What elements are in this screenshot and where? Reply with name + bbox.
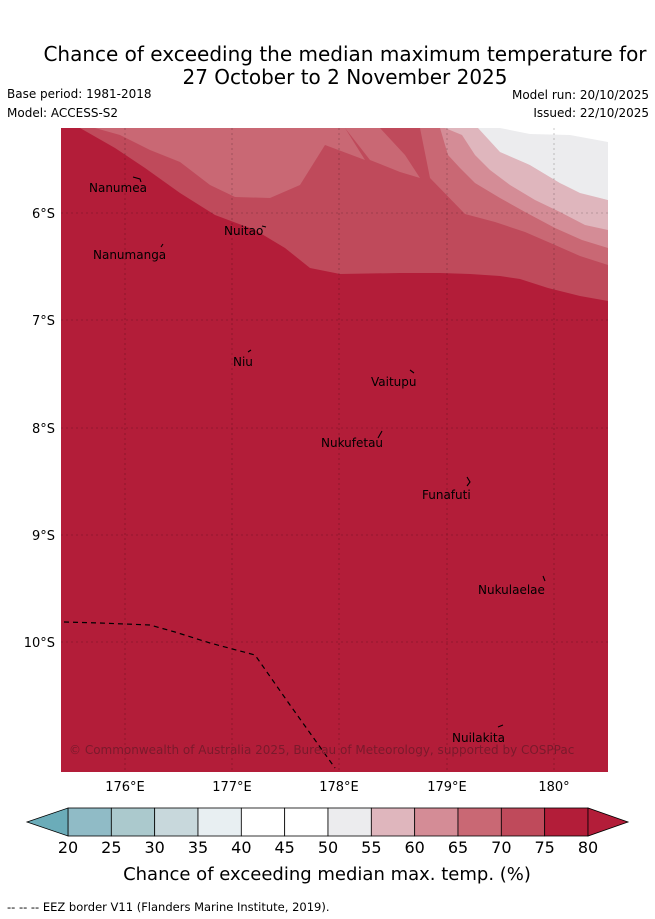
colorbar-tick-label: 75 [534, 838, 554, 857]
lon-label-178e: 178°E [319, 780, 359, 795]
lon-label-177e: 177°E [212, 780, 252, 795]
colorbar-segment [327, 807, 372, 837]
lon-label-179e: 179°E [427, 780, 467, 795]
title-line-2: 27 October to 2 November 2025 [182, 65, 508, 89]
lat-label-8s: 8°S [32, 422, 55, 437]
colorbar-tick-label: 60 [404, 838, 424, 857]
base-period-label: Base period: 1981-2018 [7, 87, 152, 101]
island-nukufetau-icon [377, 430, 383, 439]
place-nukufetau: Nukufetau [321, 436, 383, 450]
colorbar-tick-label: 55 [361, 838, 381, 857]
island-nuilakita-icon [497, 724, 504, 728]
colorbar-segment [240, 807, 286, 837]
place-niu: Niu [233, 355, 253, 369]
colorbar-segment [154, 807, 199, 837]
island-funafuti-icon [466, 476, 471, 487]
colorbar-tick-label: 70 [491, 838, 511, 857]
place-nukulaelae: Nukulaelae [478, 583, 545, 597]
contour-band-45-50 [495, 128, 608, 142]
model-label: Model: ACCESS-S2 [7, 106, 119, 120]
colorbar-segment [457, 807, 502, 837]
probability-contours [61, 128, 608, 772]
colorbar-segment [67, 807, 112, 837]
place-funafuti: Funafuti [422, 488, 471, 502]
place-vaitupu: Vaitupu [371, 375, 417, 389]
colorbar-segment [197, 807, 242, 837]
island-vaitupu-icon [409, 369, 415, 374]
lat-label-10s: 10°S [24, 636, 55, 651]
island-nanumanga-icon [160, 243, 164, 248]
place-nuilakita: Nuilakita [452, 731, 505, 745]
title-line-1: Chance of exceeding the median maximum t… [43, 42, 647, 66]
copyright-notice: © Commonwealth of Australia 2025, Bureau… [69, 743, 574, 757]
colorbar-tick-label: 45 [274, 838, 294, 857]
lat-label-9s: 9°S [32, 529, 55, 544]
colorbar-tick-label: 25 [101, 838, 121, 857]
colorbar-tick-label: 50 [318, 838, 338, 857]
issued-label: Issued: 22/10/2025 [533, 106, 649, 120]
colorbar-ticks: 20 25 30 35 40 45 50 55 60 65 70 75 80 [58, 838, 598, 857]
colorbar-tick-label: 35 [188, 838, 208, 857]
colorbar-extend-low [25, 807, 69, 837]
gridlines [61, 128, 608, 772]
colorbar-segment [414, 807, 459, 837]
colorbar-segment [544, 807, 589, 837]
colorbar-extend-high [587, 807, 630, 837]
island-nukulaelae-icon [542, 575, 546, 582]
lon-label-176e: 176°E [105, 780, 145, 795]
colorbar-label: Chance of exceeding median max. temp. (%… [123, 864, 531, 885]
place-nanumea: Nanumea [89, 181, 147, 195]
colorbar [25, 807, 630, 837]
model-run-label: Model run: 20/10/2025 [511, 88, 649, 102]
colorbar-segment [500, 807, 546, 837]
place-nanumanga: Nanumanga [93, 248, 166, 262]
island-niu-icon [247, 349, 252, 353]
colorbar-segment [110, 807, 156, 837]
place-nuitao: Nuitao [224, 224, 263, 238]
island-nanumea-icon [132, 176, 142, 183]
colorbar-segment [370, 807, 416, 837]
contour-band-50-55-extension [478, 128, 608, 200]
colorbar-tick-label: 20 [58, 838, 78, 857]
island-outlines [132, 176, 546, 728]
island-nuitao-icon [261, 225, 267, 228]
colorbar-tick-label: 40 [231, 838, 251, 857]
colorbar-tick-label: 65 [448, 838, 468, 857]
lat-label-7s: 7°S [32, 314, 55, 329]
lat-label-6s: 6°S [32, 207, 55, 222]
colorbar-segment [284, 807, 329, 837]
lon-label-180: 180° [538, 780, 569, 795]
colorbar-tick-label: 80 [578, 838, 598, 857]
colorbar-tick-label: 30 [144, 838, 164, 857]
eez-legend-footer: -- -- -- EEZ border V11 (Flanders Marine… [7, 900, 330, 914]
eez-border [63, 621, 336, 769]
